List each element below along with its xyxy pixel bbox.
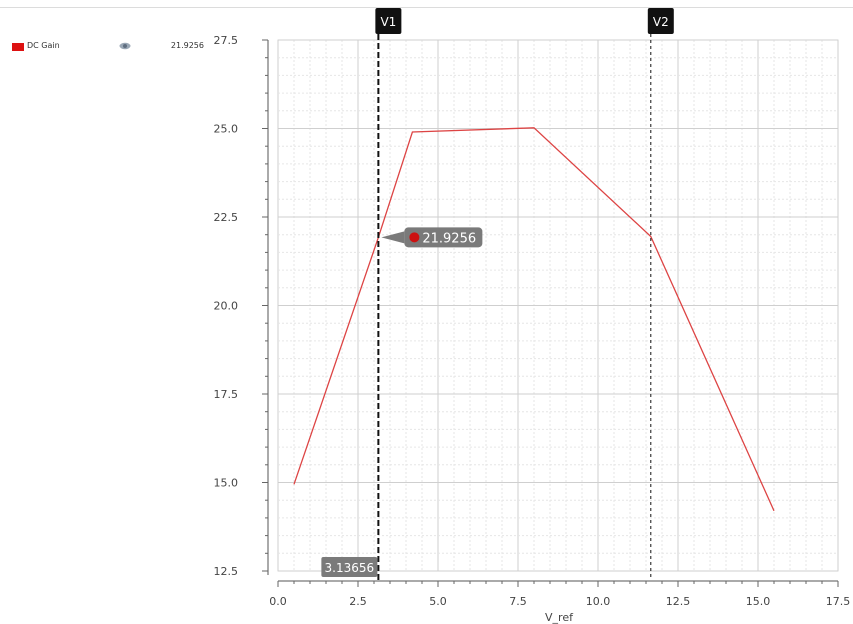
x-axis-label: V_ref bbox=[545, 611, 574, 624]
marker-readout-box bbox=[321, 557, 378, 577]
tooltip-dot bbox=[409, 232, 420, 243]
tooltip-value: 21.9256 bbox=[422, 231, 476, 246]
marker-tab-v2 bbox=[647, 8, 674, 34]
marker-label-v2: V2 bbox=[653, 15, 669, 29]
marker-label-v1: V1 bbox=[380, 15, 396, 29]
marker-tab-v1 bbox=[375, 8, 402, 34]
x-tick-label: 5.0 bbox=[429, 595, 447, 608]
series-layer bbox=[293, 127, 775, 512]
grid bbox=[277, 39, 839, 572]
legend: DC Gain 21.9256 bbox=[10, 40, 210, 54]
marker-readout: 3.13656 bbox=[325, 561, 375, 575]
legend-swatch-dc-gain bbox=[12, 43, 24, 51]
x-tick-label: 12.5 bbox=[666, 595, 691, 608]
x-tick-label: 7.5 bbox=[509, 595, 527, 608]
eye-icon[interactable] bbox=[118, 40, 132, 52]
y-tick-label: 25.0 bbox=[214, 123, 239, 136]
top-divider bbox=[0, 7, 853, 8]
x-tick-label: 10.0 bbox=[586, 595, 611, 608]
marker-layer: V1 3.13656 V2 21.9256 bbox=[321, 8, 674, 580]
y-tick-label: 20.0 bbox=[214, 300, 239, 313]
x-tick-label: 2.5 bbox=[349, 595, 367, 608]
y-tick-label: 27.5 bbox=[214, 34, 239, 47]
x-tick-label: 15.0 bbox=[746, 595, 771, 608]
y-tick-label: 22.5 bbox=[214, 211, 239, 224]
legend-value-dc-gain: 21.9256 bbox=[170, 41, 204, 50]
tooltip-pointer bbox=[381, 231, 405, 244]
y-tick-label: 12.5 bbox=[214, 565, 239, 578]
series-line-dc-gain bbox=[293, 127, 775, 512]
x-tick-label: 0.0 bbox=[269, 595, 287, 608]
tooltip-box bbox=[404, 227, 483, 248]
y-tick-label: 15.0 bbox=[214, 477, 239, 490]
legend-label-dc-gain: DC Gain bbox=[27, 41, 60, 50]
y-tick-label: 17.5 bbox=[214, 388, 239, 401]
axes: 12.5 15.0 17.5 20.0 22.5 25.0 27.5 0.0 2.5 5.0 7.5… bbox=[214, 34, 851, 608]
x-tick-label: 17.5 bbox=[826, 595, 851, 608]
